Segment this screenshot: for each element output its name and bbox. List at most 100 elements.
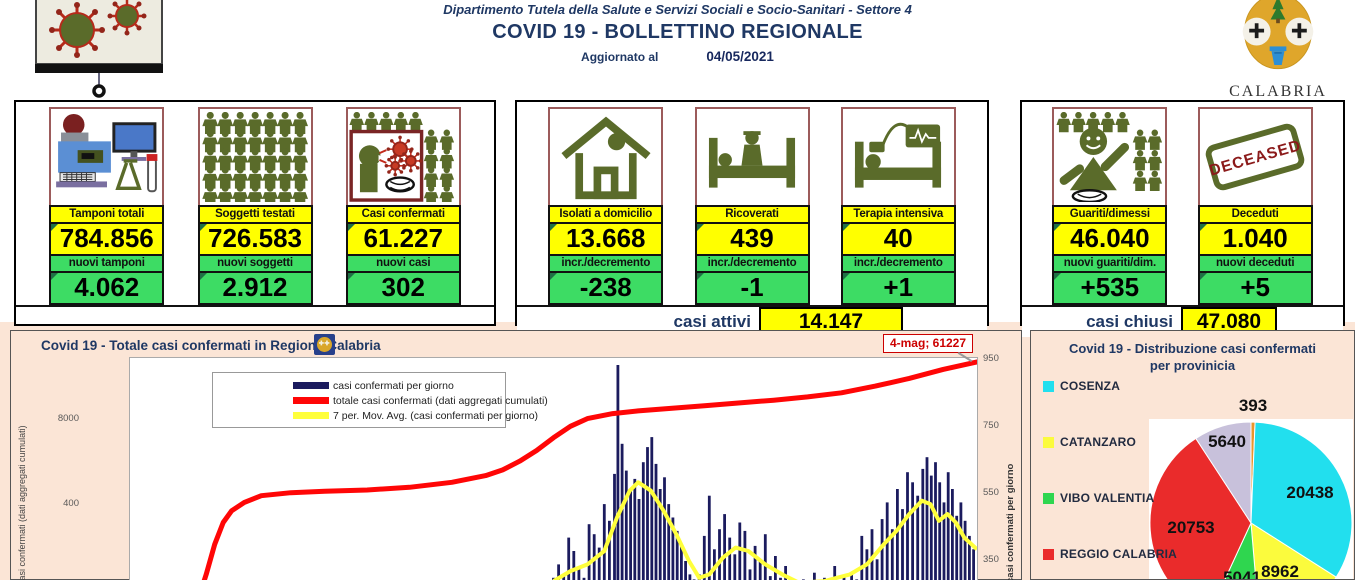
stats-cards-row: Tamponi totali 784.856 nuovi tamponi 4.062 S… bbox=[16, 102, 494, 305]
stat-subvalue: +5 bbox=[1197, 271, 1313, 305]
stat-subvalue: -1 bbox=[694, 271, 810, 305]
legend-label: 7 per. Mov. Avg. (casi confermati per gi… bbox=[333, 409, 539, 422]
legend-entry: casi confermati per giorno bbox=[213, 378, 505, 393]
stat-value: 1.040 bbox=[1197, 222, 1313, 256]
pie-legend-entry: COSENZA bbox=[1043, 379, 1120, 393]
legend-label: totale casi confermati (dati aggregati c… bbox=[333, 394, 548, 407]
stat-subvalue: 4.062 bbox=[49, 271, 165, 305]
stats-group-active: Isolati a domicilio 13.668 incr./decrement… bbox=[515, 100, 989, 337]
pie-legend-label: COSENZA bbox=[1060, 379, 1121, 393]
pie-title: Covid 19 - Distribuzione casi confermati… bbox=[1068, 341, 1317, 373]
stat-value: 61.227 bbox=[345, 222, 461, 256]
stat-card: Ricoverati 439 incr./decremento -1 bbox=[694, 107, 810, 305]
stat-subvalue: 2.912 bbox=[197, 271, 313, 305]
stat-value: 40 bbox=[840, 222, 956, 256]
pie-value-label: 20753 bbox=[1167, 518, 1214, 537]
legend-chip bbox=[293, 382, 329, 389]
right-axis-tick: 550 bbox=[983, 487, 999, 498]
pie-legend-swatch bbox=[1043, 492, 1054, 504]
stat-subvalue: 302 bbox=[345, 271, 461, 305]
chart-title: Covid 19 - Totale casi confermati in Reg… bbox=[41, 338, 381, 353]
stat-sublabel: nuovi deceduti bbox=[1197, 254, 1313, 273]
stats-cards-row: Guariti/dimessi 46.040 nuovi guariti/dim. +… bbox=[1022, 102, 1343, 305]
stats-cards-row: Isolati a domicilio 13.668 incr./decrement… bbox=[517, 102, 987, 305]
footer-value: 47.080 bbox=[1181, 307, 1277, 337]
stat-label: Soggetti testati bbox=[197, 205, 313, 224]
footer-label: casi attivi bbox=[673, 312, 752, 331]
chart-annotation: 4-mag; 61227 bbox=[883, 334, 973, 353]
stat-card: Isolati a domicilio 13.668 incr./decrement… bbox=[548, 107, 664, 305]
stats-group-closed: Guariti/dimessi 46.040 nuovi guariti/dim. +… bbox=[1020, 100, 1345, 337]
stats-group-footer bbox=[16, 305, 494, 324]
pie-legend-entry: VIBO VALENTIA bbox=[1043, 491, 1154, 505]
stat-subvalue: -238 bbox=[548, 271, 664, 305]
confirmed-cases-chart-panel: Covid 19 - Totale casi confermati in Reg… bbox=[10, 330, 1022, 580]
pie-slice bbox=[1224, 521, 1257, 579]
right-axis-tick: 350 bbox=[983, 554, 999, 565]
chart-plot-area: casi confermati per giorno totale casi co… bbox=[129, 357, 978, 580]
pie-legend-label: VIBO VALENTIA bbox=[1060, 491, 1155, 505]
left-axis-tick: 400 bbox=[63, 498, 79, 509]
legend-chip bbox=[293, 397, 329, 404]
calabria-logo: CALABRIA bbox=[1222, 0, 1334, 101]
updated-label: Aggiornato al bbox=[581, 50, 659, 64]
footer-label: casi chiusi bbox=[1086, 312, 1173, 331]
pie-legend-entry: REGGIO CALABRIA bbox=[1043, 547, 1177, 561]
icu-bed-icon bbox=[840, 107, 956, 207]
stat-subvalue: +535 bbox=[1052, 271, 1168, 305]
pie-slice bbox=[1149, 437, 1252, 579]
stat-card: DECEASED Deceduti 1.040 nuovi deceduti +5 bbox=[1197, 107, 1313, 305]
stat-value: 726.583 bbox=[197, 222, 313, 256]
pie-value-label: 393 bbox=[1239, 396, 1267, 415]
pie-slice bbox=[1250, 421, 1353, 578]
header: Dipartimento Tutela della Salute e Servi… bbox=[0, 0, 1355, 64]
pie-value-label: 8962 bbox=[1261, 562, 1299, 580]
province-distribution-panel: Covid 19 - Distribuzione casi confermati… bbox=[1030, 330, 1355, 580]
pie-value-label: 5041 bbox=[1223, 568, 1261, 580]
lab-icon bbox=[49, 107, 165, 207]
updated-date: 04/05/2021 bbox=[706, 49, 774, 64]
stat-card: Tamponi totali 784.856 nuovi tamponi 4.062 bbox=[49, 107, 165, 305]
hospital-bed-icon bbox=[694, 107, 810, 207]
pie-slice bbox=[1250, 522, 1337, 579]
calabria-logo-text: CALABRIA bbox=[1229, 83, 1327, 100]
page-title: COVID 19 - BOLLETTINO REGIONALE bbox=[492, 21, 863, 43]
legend-label: casi confermati per giorno bbox=[333, 379, 454, 392]
person-virus-icon bbox=[345, 107, 461, 207]
pie-value-label: 20438 bbox=[1286, 483, 1333, 502]
pie-legend-swatch bbox=[1043, 436, 1054, 448]
stats-group-testing: Tamponi totali 784.856 nuovi tamponi 4.062 S… bbox=[14, 100, 496, 326]
deceased-stamp-icon: DECEASED bbox=[1197, 107, 1313, 207]
chart-legend: casi confermati per giorno totale casi co… bbox=[212, 372, 548, 428]
pie-legend-swatch bbox=[1043, 380, 1054, 392]
pie-legend-label: CATANZARO bbox=[1060, 435, 1137, 449]
right-axis-tick: 950 bbox=[983, 353, 999, 364]
house-icon bbox=[548, 107, 664, 207]
stat-value: 13.668 bbox=[548, 222, 664, 256]
stat-value: 784.856 bbox=[49, 222, 165, 256]
pie-legend-label: REGGIO CALABRIA bbox=[1060, 547, 1177, 561]
stat-card: Guariti/dimessi 46.040 nuovi guariti/dim. +… bbox=[1052, 107, 1168, 305]
legend-chip bbox=[293, 412, 329, 419]
calabria-emblem-icon bbox=[1242, 0, 1314, 70]
stat-card: Casi confermati 61.227 nuovi casi 302 bbox=[345, 107, 461, 305]
pie-value-label: 5640 bbox=[1208, 432, 1246, 451]
stat-value: 439 bbox=[694, 222, 810, 256]
pie-legend-swatch bbox=[1043, 548, 1054, 560]
recovered-person-icon bbox=[1052, 107, 1168, 207]
left-axis-label: casi confermati (dati aggregati cumulati… bbox=[17, 425, 27, 580]
calabria-chip-icon bbox=[314, 334, 335, 360]
left-axis-tick: 8000 bbox=[57, 413, 79, 424]
stat-card: Terapia intensiva 40 incr./decremento +1 bbox=[840, 107, 956, 305]
stat-subvalue: +1 bbox=[840, 271, 956, 305]
pie-legend-entry: CATANZARO bbox=[1043, 435, 1136, 449]
people-grid-icon bbox=[197, 107, 313, 207]
updated-row: Aggiornato al 04/05/2021 bbox=[0, 49, 1355, 64]
legend-entry: totale casi confermati (dati aggregati c… bbox=[213, 393, 548, 408]
pie-slice bbox=[1195, 421, 1252, 525]
right-axis-tick: 750 bbox=[983, 420, 999, 431]
department-line: Dipartimento Tutela della Salute e Servi… bbox=[443, 2, 912, 17]
stat-value: 46.040 bbox=[1052, 222, 1168, 256]
